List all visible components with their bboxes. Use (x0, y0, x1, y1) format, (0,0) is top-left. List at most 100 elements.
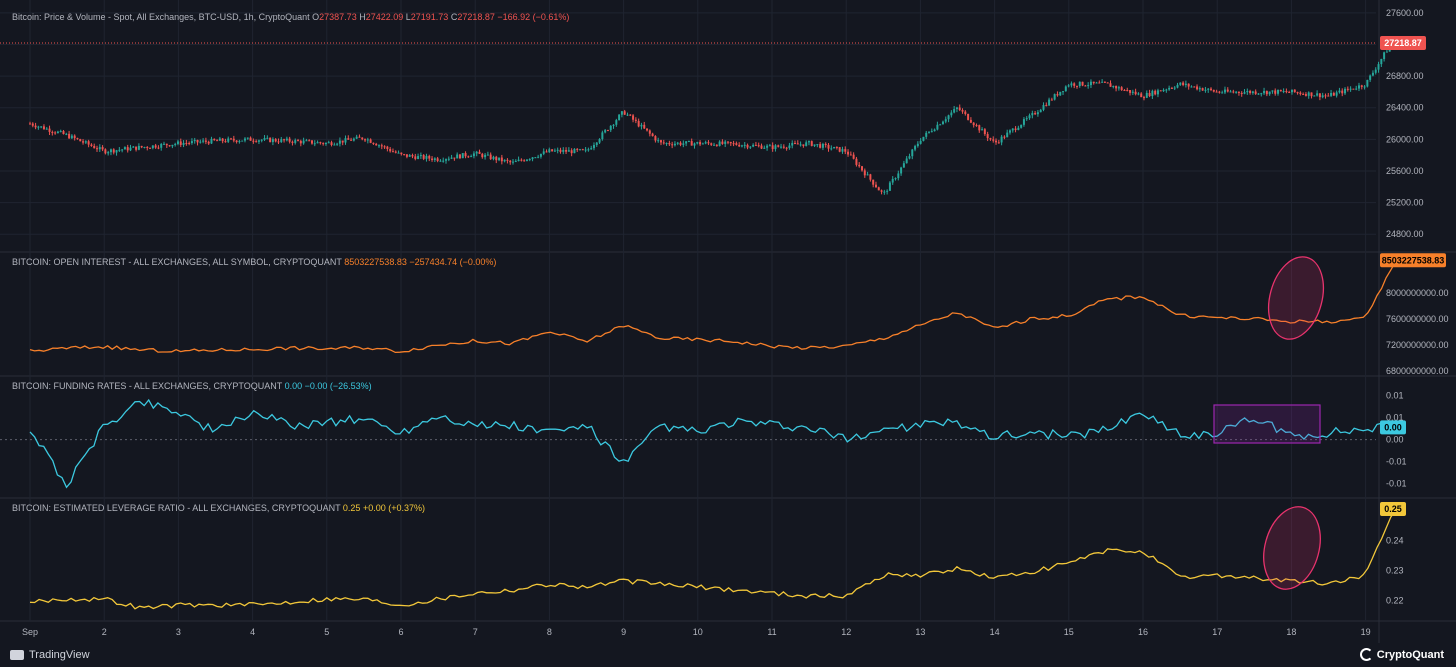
candle-body (1126, 90, 1129, 92)
candle-body (163, 143, 166, 145)
candle-body (539, 153, 542, 157)
candle-body (478, 151, 481, 154)
candle-body (1268, 91, 1271, 95)
candle-body (1235, 91, 1238, 93)
o-value: 27387.73 (319, 12, 359, 22)
candle-body (1232, 91, 1235, 93)
candle-body (1031, 113, 1034, 116)
x-tick-label: 2 (102, 627, 107, 637)
candle-body (308, 140, 311, 142)
candle-body (911, 149, 914, 157)
candle-body (861, 166, 864, 171)
candle-body (230, 138, 233, 140)
x-tick-label: 8 (547, 627, 552, 637)
candle-body (176, 141, 179, 144)
candle-body (562, 150, 565, 152)
pane-legend-change: +0.00 (+0.37%) (363, 503, 425, 513)
candle-body (1148, 92, 1151, 97)
candle-body (520, 159, 523, 161)
candle-body (576, 148, 579, 150)
candle-body (199, 141, 202, 143)
candle-body (891, 178, 894, 183)
pane-legend-value: 8503227538.83 (344, 257, 409, 267)
candle-body (1137, 93, 1140, 95)
candle-body (1087, 85, 1090, 87)
candle-body (1098, 82, 1101, 84)
candle-body (135, 146, 138, 150)
candle-body (587, 149, 590, 151)
last-price-badge (1380, 36, 1426, 51)
candle-body (1226, 89, 1229, 92)
candle-body (347, 138, 350, 140)
candle-body (732, 143, 735, 145)
candle-body (213, 138, 216, 141)
candle-body (852, 154, 855, 159)
candle-body (263, 138, 266, 140)
candle-body (341, 140, 344, 143)
candle-body (224, 141, 227, 143)
candle-body (551, 149, 554, 152)
candle-body (1249, 91, 1252, 94)
candle-body (1383, 52, 1386, 60)
candle-body (221, 138, 224, 142)
candle-body (73, 135, 76, 139)
candle-body (967, 113, 970, 120)
candle-body (366, 139, 369, 141)
candle-body (933, 129, 936, 132)
candle-body (1335, 92, 1338, 96)
candle-body (1176, 84, 1179, 88)
candle-body (869, 174, 872, 180)
candle-body (1059, 91, 1062, 96)
candle-body (704, 142, 707, 144)
candle-body (1053, 94, 1056, 100)
candle-body (768, 145, 771, 147)
candle-body (941, 121, 944, 125)
candle-body (693, 143, 696, 146)
candle-body (886, 190, 889, 192)
candle-body (419, 155, 422, 157)
candle-body (481, 153, 484, 158)
candle-body (1036, 112, 1039, 115)
candle-body (1050, 99, 1053, 101)
candle-body (210, 138, 213, 144)
candle-body (919, 140, 922, 144)
price-tick-label: 24800.00 (1386, 229, 1424, 239)
candle-body (925, 132, 928, 137)
tradingview-logo[interactable]: TradingView (10, 648, 90, 662)
candle-body (665, 142, 668, 144)
l-label: L (406, 12, 411, 22)
candle-body (1170, 87, 1173, 89)
candle-body (816, 144, 819, 146)
candle-body (740, 145, 743, 147)
candle-body (983, 129, 986, 135)
oi-spike-highlight (1267, 256, 1325, 340)
pane-legend: BITCOIN: FUNDING RATES - ALL EXCHANGES, … (12, 381, 372, 391)
candle-body (352, 138, 355, 141)
candle-body (643, 124, 646, 129)
candle-body (1212, 89, 1215, 92)
candle-body (506, 159, 509, 161)
candle-body (151, 145, 154, 149)
x-tick-label: 11 (767, 627, 776, 637)
candle-body (1190, 86, 1193, 88)
candle-body (1324, 95, 1327, 97)
candle-body (1134, 91, 1137, 95)
candle-body (79, 139, 82, 142)
last-price-label: 27218.87 (1384, 38, 1422, 48)
candle-body (470, 156, 473, 158)
candle-body (1265, 90, 1268, 95)
candle-body (76, 138, 79, 140)
candle-body (132, 146, 135, 148)
candle-body (766, 145, 769, 148)
candle-body (595, 142, 598, 145)
candle-body (394, 151, 397, 153)
candle-body (104, 149, 107, 154)
candle-body (149, 147, 152, 149)
candle-body (51, 131, 54, 133)
change-value: −166.92 (−0.61%) (497, 12, 569, 22)
candle-body (872, 179, 875, 185)
pane-legend-value: 0.25 (343, 503, 363, 513)
candle-body (668, 142, 671, 145)
candle-body (659, 140, 662, 143)
candle-body (726, 141, 729, 143)
